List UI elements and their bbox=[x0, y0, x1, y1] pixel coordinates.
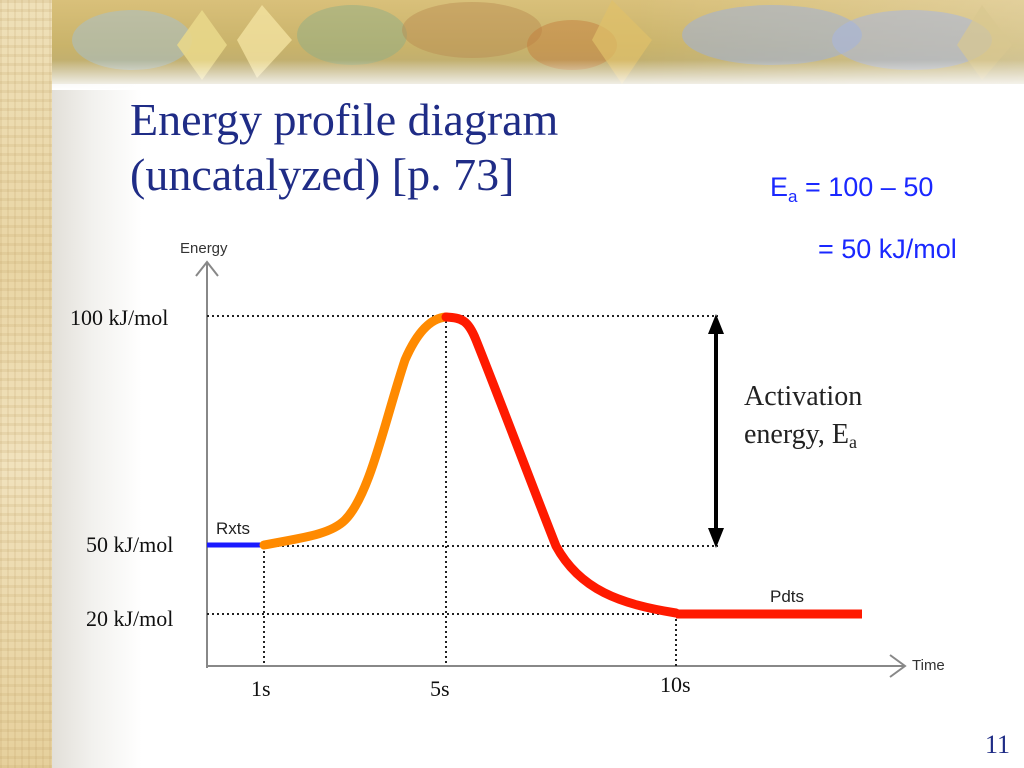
y-tick-100: 100 kJ/mol bbox=[70, 305, 169, 330]
page-number: 11 bbox=[984, 730, 1010, 759]
equation-subscript: a bbox=[788, 187, 798, 206]
products-label: Pdts bbox=[770, 587, 805, 606]
leaf-decoration bbox=[72, 0, 1012, 84]
title-line-2: (uncatalyzed) [p. 73] bbox=[130, 149, 515, 200]
equation-line-2: = 50 kJ/mol bbox=[818, 234, 957, 264]
x-tick-1s: 1s bbox=[251, 676, 271, 701]
activation-label-line-1: Activation bbox=[744, 381, 863, 412]
activation-energy-label: Activation energy, Ea bbox=[744, 378, 914, 456]
parchment-border bbox=[0, 0, 52, 768]
equation-rest: = 100 – 50 bbox=[797, 172, 934, 202]
x-tick-5s: 5s bbox=[430, 676, 450, 701]
decorative-banner bbox=[52, 0, 1024, 84]
activation-label-text: energy, E bbox=[744, 419, 849, 450]
x-axis-label: Time bbox=[912, 657, 945, 674]
y-axis-label: Energy bbox=[180, 240, 228, 257]
y-tick-50: 50 kJ/mol bbox=[86, 532, 174, 557]
activation-label-line-2: energy, Ea bbox=[744, 416, 914, 456]
activation-label-subscript: a bbox=[848, 432, 857, 452]
equation-e: E bbox=[770, 172, 789, 202]
equation-line-1: Ea = 100 – 50 bbox=[770, 172, 934, 206]
y-axis-arrow bbox=[195, 260, 219, 277]
left-shadow-fade bbox=[52, 0, 142, 768]
reactants-label: Rxts bbox=[216, 519, 250, 538]
y-tick-20: 20 kJ/mol bbox=[86, 606, 174, 631]
guide-lines bbox=[207, 315, 718, 666]
banner-fade bbox=[52, 60, 1024, 90]
slide-title: Energy profile diagram (uncatalyzed) [p.… bbox=[130, 92, 730, 202]
title-line-1: Energy profile diagram bbox=[130, 94, 559, 145]
falling-curve bbox=[441, 312, 681, 618]
activation-arrow-top bbox=[708, 314, 724, 334]
activation-arrow-bottom bbox=[708, 528, 724, 548]
x-tick-10s: 10s bbox=[660, 672, 691, 697]
x-axis-arrow bbox=[889, 654, 907, 678]
rising-curve bbox=[259, 312, 451, 550]
